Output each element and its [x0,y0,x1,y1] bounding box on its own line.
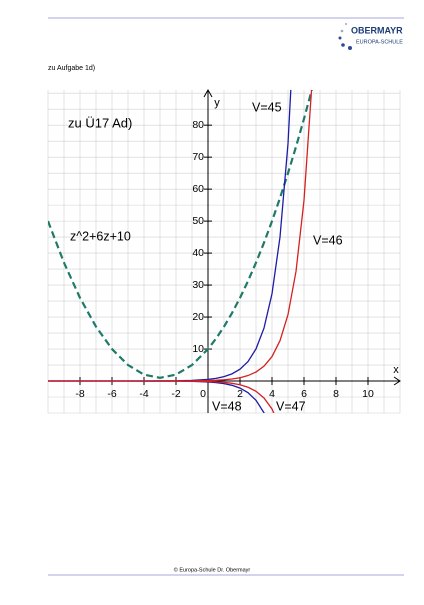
series-label: V=45 [252,100,282,114]
curve [48,380,275,413]
x-axis-label: x [393,364,399,376]
curve [48,90,313,379]
annotation: zu Ü17 Ad) [68,115,132,130]
x-tick-label: 2 [237,388,243,400]
footer-text: © Europa-Schule Dr. Obermayr [174,566,251,573]
y-tick-label: 50 [192,215,204,227]
chart: x y -8 -6 -4 -2 0 2 4 6 8 10 10 20 30 40 50 60 70 80 z^2+6z+… [47,88,401,414]
y-tick-label: 80 [192,119,204,131]
logo-title: OBERMAYR [351,25,403,35]
series-label: V=48 [212,399,242,413]
y-tick-label: 10 [192,343,204,355]
y-tick-label: 40 [192,247,204,259]
x-tick-label: 0 [200,388,206,400]
x-tick-label: -6 [107,388,116,400]
x-tick-label: 6 [301,388,307,400]
y-axis-label: y [214,97,220,109]
series-label: z^2+6z+10 [70,229,131,243]
curve [48,90,292,382]
series-label: V=46 [313,233,343,247]
x-tick-label: 10 [362,388,374,400]
x-tick-label: -8 [75,388,84,400]
y-tick-label: 60 [192,183,204,195]
x-tick-label: -2 [171,388,180,400]
y-axis-arrow [203,88,213,98]
series-label: V=47 [276,399,306,413]
x-tick-label: 8 [333,388,339,400]
y-tick-label: 20 [192,311,204,323]
x-tick-label: 4 [269,388,275,400]
logo-subtitle: EUROPA-SCHULE [356,39,403,45]
y-tick-label: 70 [192,151,204,163]
x-axis-arrow [393,376,401,386]
intro-text: zu Aufgabe 1d) [48,65,95,72]
x-tick-label: -4 [139,388,148,400]
logo-stars [338,23,352,50]
y-tick-label: 30 [192,279,204,291]
